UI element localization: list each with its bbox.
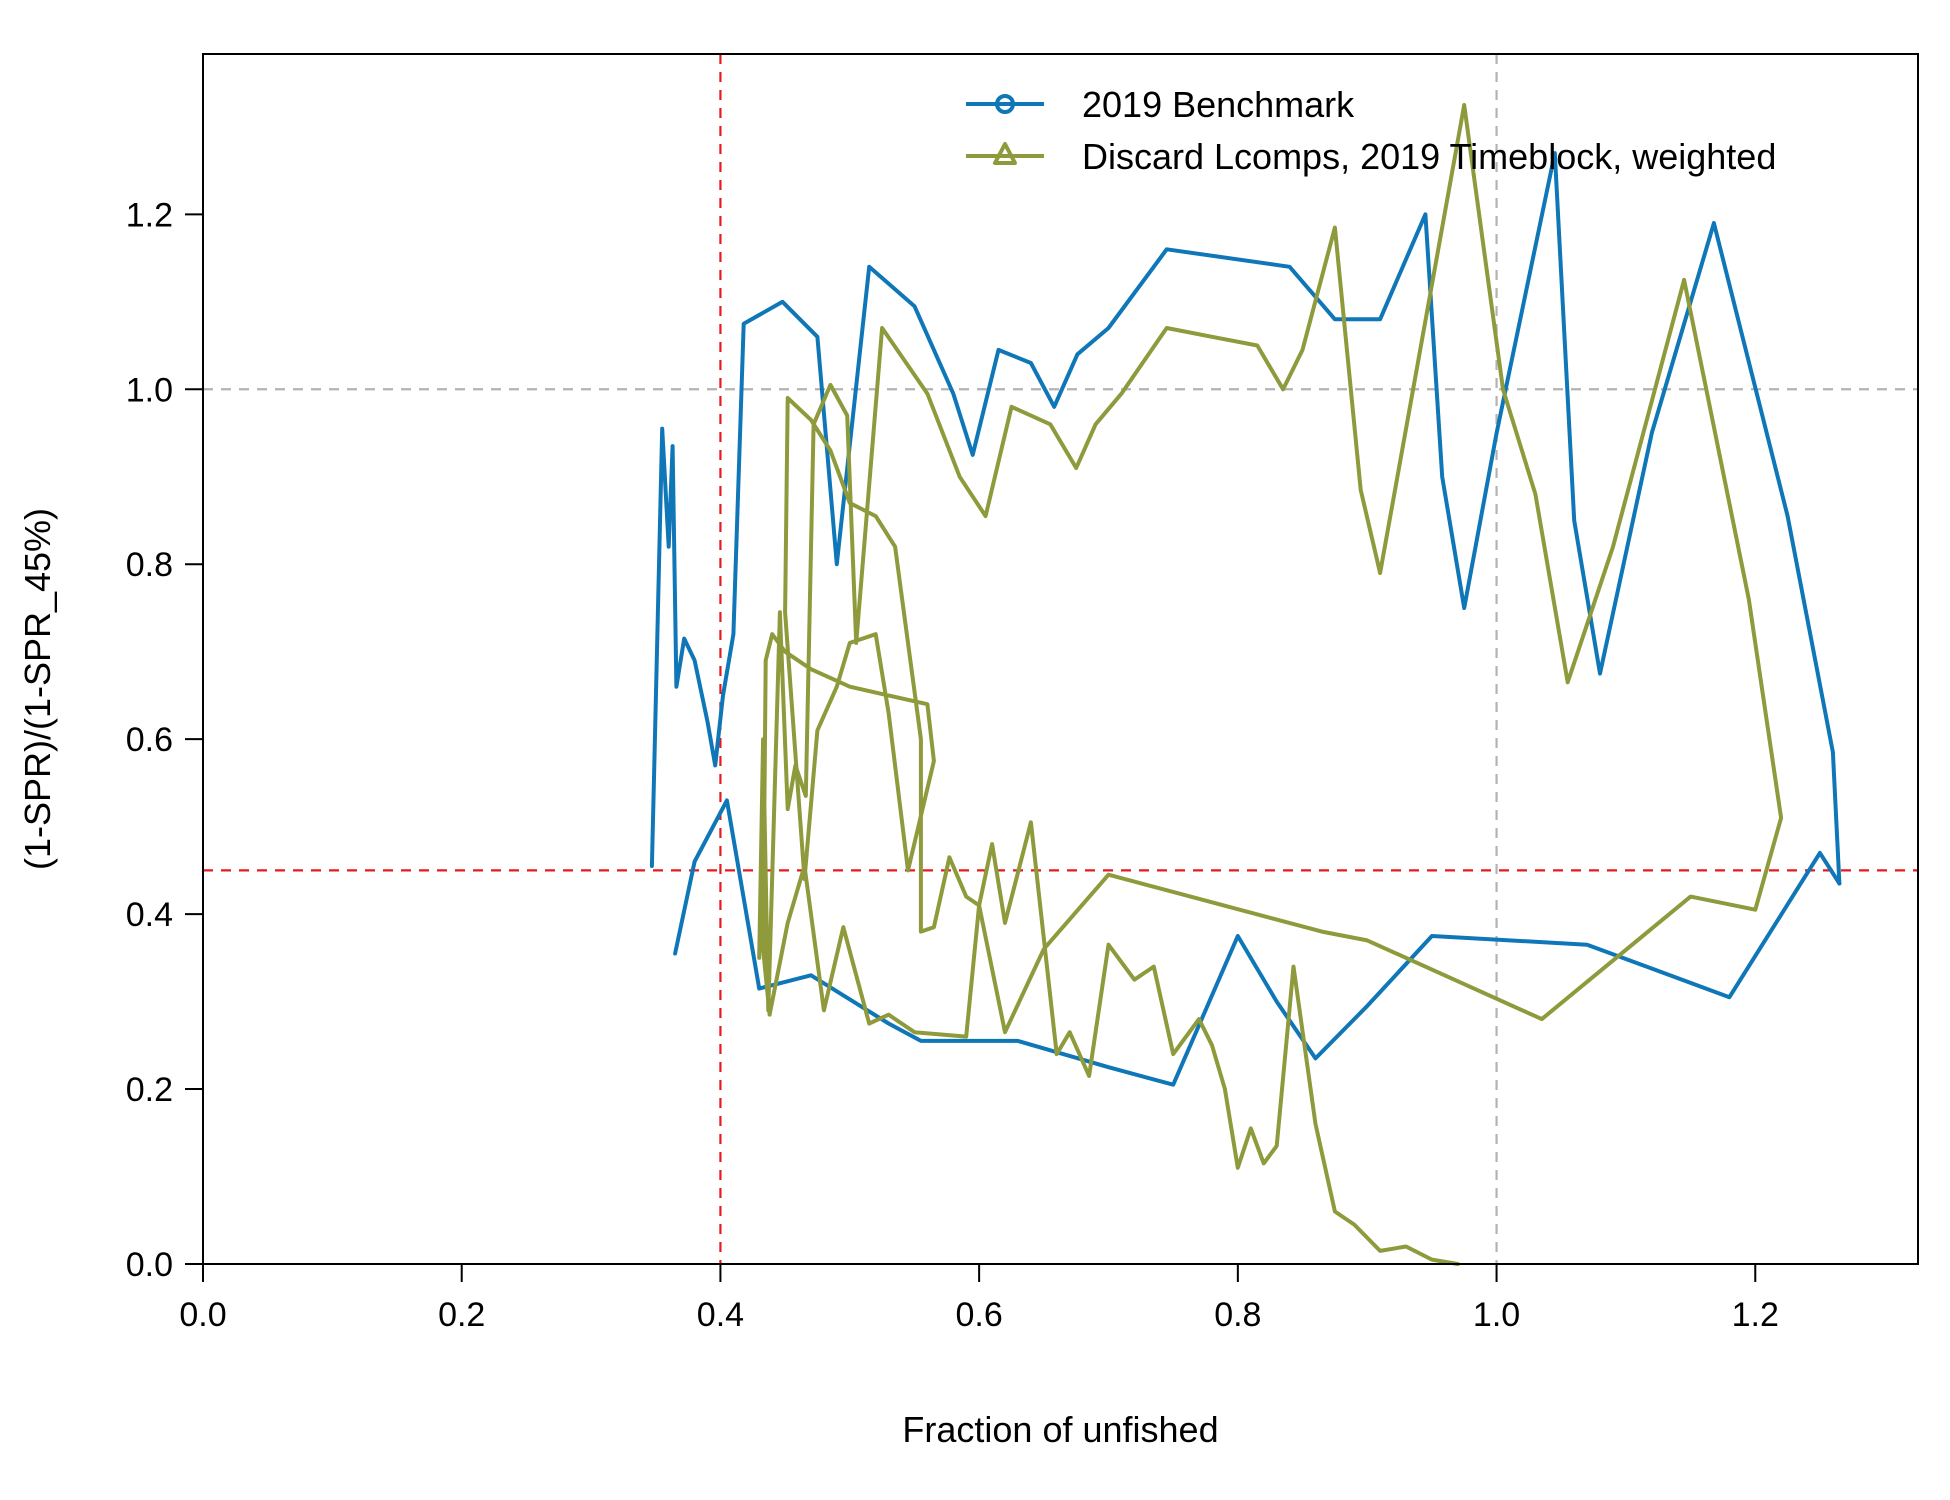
- x-axis: 0.0 0.2 0.4 0.6 0.8 1.0 1.2: [179, 1263, 1779, 1334]
- legend-triangle-marker: [993, 142, 1017, 165]
- y-tick-label: 0.8: [126, 546, 173, 584]
- x-axis-label: Fraction of unfished: [902, 1409, 1218, 1450]
- y-tick-label: 1.2: [126, 196, 173, 234]
- series-line-0-segment-1: [673, 798, 1842, 1087]
- x-tick-label: 0.8: [1214, 1296, 1261, 1334]
- y-tick-label: 0.6: [126, 721, 173, 759]
- x-tick-label: 0.6: [956, 1296, 1003, 1334]
- x-tick-label: 0.0: [179, 1296, 226, 1334]
- y-tick-label: 1.0: [126, 371, 173, 409]
- x-tick-label: 0.4: [697, 1296, 744, 1334]
- legend-label-1: Discard Lcomps, 2019 Timeblock, weighted: [1082, 136, 1776, 177]
- series-line-1-segment-0: [757, 103, 1784, 1266]
- y-axis: 0.0 0.2 0.4 0.6 0.8 1.0 1.2: [126, 196, 204, 1284]
- y-tick-label: 0.2: [126, 1071, 173, 1109]
- y-axis-label: (1-SPR)/(1-SPR_45%): [17, 508, 58, 870]
- legend-label-0: 2019 Benchmark: [1082, 84, 1355, 125]
- y-tick-label: 0.0: [126, 1246, 173, 1284]
- series-layer: [649, 103, 1842, 1266]
- y-tick-label: 0.4: [126, 896, 173, 934]
- x-tick-label: 1.2: [1732, 1296, 1779, 1334]
- series-line-0-segment-0: [649, 151, 1842, 886]
- reference-lines: [203, 54, 1918, 1264]
- x-tick-label: 1.0: [1473, 1296, 1520, 1334]
- legend: 2019 Benchmark Discard Lcomps, 2019 Timeb…: [966, 84, 1776, 177]
- legend-circle-marker: [995, 94, 1015, 114]
- x-tick-label: 0.2: [438, 1296, 485, 1334]
